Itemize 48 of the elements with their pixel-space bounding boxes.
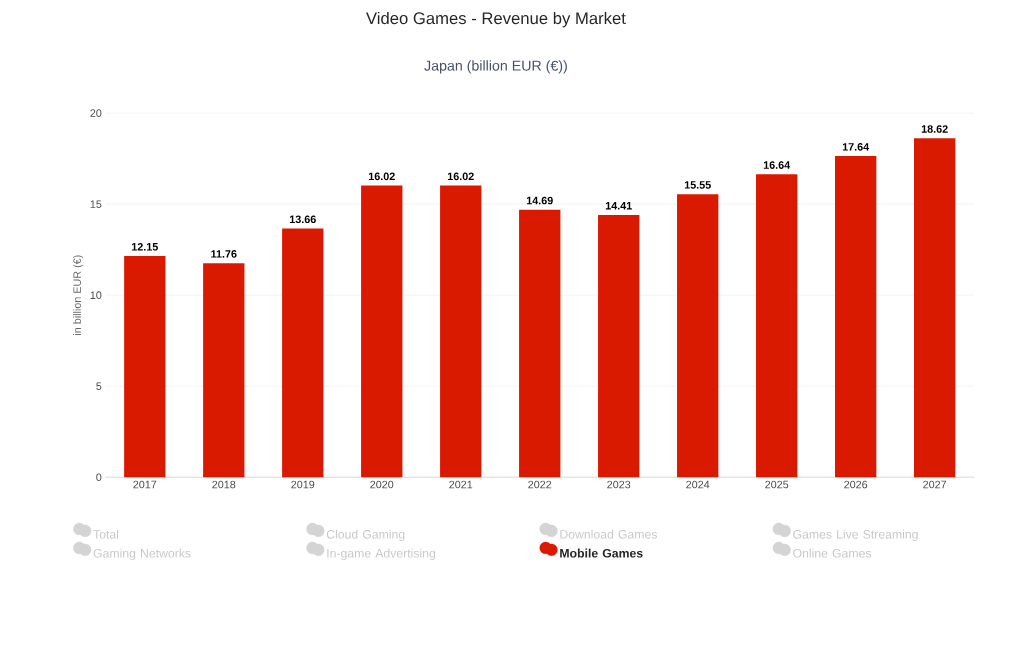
chart-title: Video Games - Revenue by Market — [366, 11, 626, 28]
y-tick-label: 20 — [90, 109, 102, 117]
data-label: 13.66 — [289, 215, 316, 224]
data-label: 17.64 — [842, 143, 870, 151]
legend-label: Mobile Games — [560, 548, 643, 558]
data-label: 11.76 — [211, 250, 237, 258]
x-tick-label: 2023 — [607, 480, 631, 489]
data-label: 14.69 — [526, 196, 553, 205]
x-tick-label: 2017 — [133, 480, 157, 489]
y-axis-title: in billion EUR (€) — [73, 255, 84, 335]
chart-subtitle: Japan (billion EUR (€)) — [424, 60, 567, 74]
legend-label: Cloud Gaming — [326, 529, 405, 542]
legend-label: Gaming Networks — [93, 548, 191, 560]
bar — [282, 228, 324, 478]
x-tick-label: 2024 — [686, 480, 710, 489]
data-label: 16.02 — [447, 172, 474, 181]
x-tick-label: 2025 — [765, 480, 789, 489]
legend-label: Total — [93, 529, 119, 539]
legend-label: Online Games — [793, 548, 872, 558]
x-tick-label: 2027 — [923, 480, 947, 489]
x-tick-label: 2022 — [528, 480, 552, 489]
data-label: 16.02 — [368, 172, 395, 181]
bar — [756, 174, 798, 478]
legend-label: Download Games — [560, 529, 657, 539]
bar — [203, 263, 245, 478]
y-tick-label: 15 — [90, 200, 102, 208]
data-label: 15.55 — [684, 181, 711, 189]
legend-label: In-game Advertising — [327, 548, 436, 560]
data-label: 12.15 — [131, 242, 158, 251]
bar — [677, 194, 719, 478]
y-tick-label: 10 — [90, 291, 102, 299]
data-label: 14.41 — [605, 202, 632, 210]
bar — [914, 138, 956, 478]
bar — [124, 256, 166, 478]
data-label: 18.62 — [921, 125, 948, 133]
x-tick-label: 2019 — [291, 480, 315, 489]
x-tick-label: 2018 — [212, 480, 236, 489]
bar — [835, 156, 877, 478]
y-tick-label: 5 — [96, 382, 102, 390]
bar — [598, 214, 640, 478]
data-label: 16.64 — [763, 161, 791, 169]
bar — [519, 209, 561, 478]
bar — [440, 185, 482, 478]
bar — [361, 185, 403, 478]
y-tick-label: 0 — [96, 473, 102, 482]
x-tick-label: 2021 — [449, 480, 473, 489]
x-tick-label: 2020 — [370, 480, 394, 489]
x-tick-label: 2026 — [844, 480, 868, 489]
